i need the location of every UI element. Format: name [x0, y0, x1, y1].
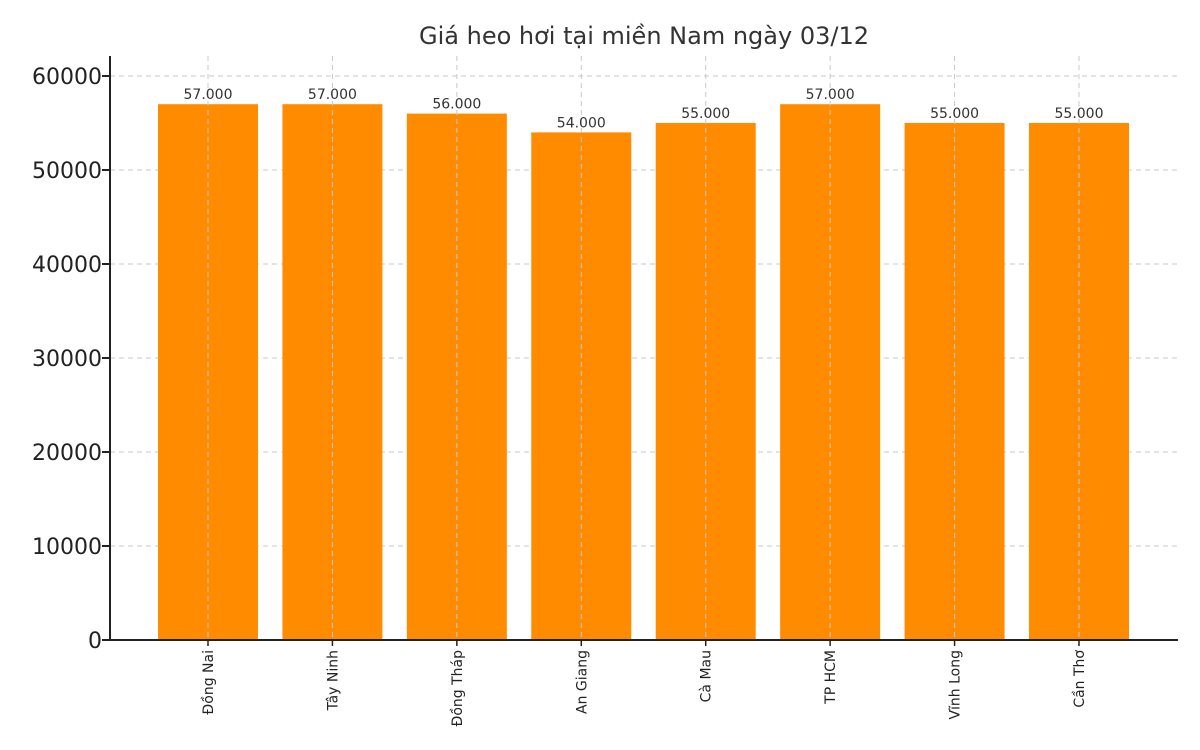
x-tick-label: Cà Mau [699, 650, 715, 702]
bar-value-label: 57.000 [308, 87, 357, 103]
y-tick-label: 10000 [32, 535, 102, 560]
x-tick-label: Đồng Tháp [449, 650, 466, 727]
bar-value-label: 55.000 [681, 106, 730, 122]
bar-value-label: 55.000 [1055, 106, 1104, 122]
bars [158, 104, 1129, 641]
x-tick-label: TP HCM [823, 650, 839, 705]
y-tick-label: 60000 [32, 65, 102, 90]
y-tick-label: 40000 [32, 253, 102, 278]
y-tick-label: 20000 [32, 441, 102, 466]
chart-title: Giá heo hơi tại miền Nam ngày 03/12 [419, 22, 869, 50]
x-tick-label: Vĩnh Long [948, 650, 964, 720]
grid-lines [110, 75, 1178, 547]
x-axis-ticks: Đồng Nai Tây Ninh Đồng Tháp An Giang Cà Mau T… [200, 640, 1088, 727]
bar-value-label: 57.000 [184, 87, 233, 103]
bar-value-label: 57.000 [806, 87, 855, 103]
grid-overlay [207, 56, 1080, 640]
x-tick-label: An Giang [574, 650, 590, 714]
x-tick-label: Đồng Nai [200, 650, 217, 715]
x-tick-label: Tây Ninh [325, 650, 341, 711]
x-tick-label: Cần Thơ [1072, 650, 1088, 708]
bar-value-label: 54.000 [557, 115, 606, 131]
y-tick-label: 50000 [32, 159, 102, 184]
y-axis-ticks: 0 10000 20000 30000 40000 50000 60000 [32, 65, 110, 654]
y-tick-label: 0 [88, 629, 102, 654]
bar-value-label: 56.000 [432, 97, 481, 113]
y-tick-label: 30000 [32, 347, 102, 372]
value-labels: 57.000 57.000 56.000 54.000 55.000 57.000 55.0… [184, 87, 1104, 131]
axes [109, 56, 1178, 641]
bar-value-label: 55.000 [930, 106, 979, 122]
